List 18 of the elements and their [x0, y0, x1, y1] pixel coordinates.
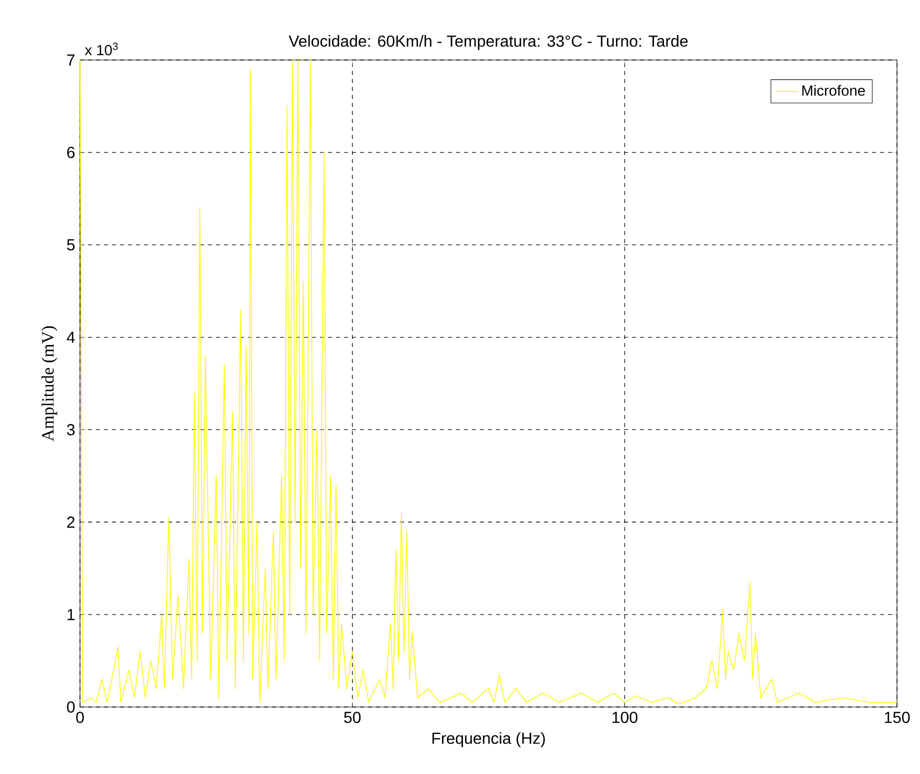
y-tick-label: 2	[67, 516, 74, 528]
y-tick-label: 0	[67, 701, 75, 713]
line-series	[80, 60, 898, 705]
chart-title: Velocidade: 60Km/h - Temperatura: 33°C - Turno: Tarde	[288, 35, 688, 50]
text: x 10$^{3}$	[84, 42, 118, 56]
x-tick-label: 0	[76, 712, 84, 724]
y-axis-title: Amplitude (mV)	[42, 326, 58, 442]
y-tick-label: 3	[67, 424, 75, 436]
x-tick-label: 100	[612, 712, 638, 724]
y-tick-label: 5	[67, 239, 75, 250]
y-tick-label: 4	[66, 332, 75, 343]
x-tick-label: 150	[884, 712, 910, 724]
y-tick-label: 6	[67, 146, 75, 158]
legend-label: Microfone	[802, 85, 865, 96]
x-axis-title: Frequencia (Hz)	[432, 732, 545, 748]
x-tick-label: 50	[344, 712, 361, 724]
y-tick-label: 7	[67, 54, 74, 66]
y-tick-label: 1	[68, 609, 75, 620]
